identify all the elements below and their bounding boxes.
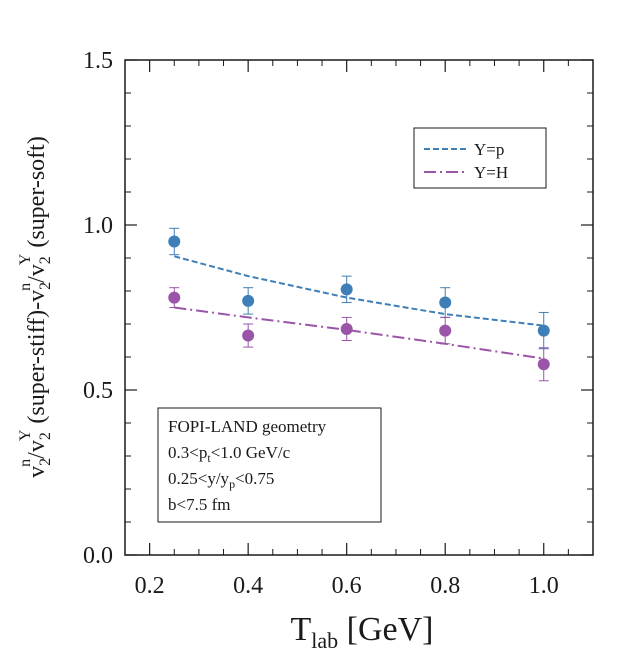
x-tick-label: 0.6 <box>332 573 362 599</box>
info-box-frame <box>157 407 382 523</box>
fit-line-series-1 <box>174 306 544 360</box>
y-tick-labels: 0.0 0.5 1.0 1.5 <box>83 48 113 569</box>
y-tick-label: 0.0 <box>83 543 113 569</box>
data-point-series-1 <box>340 322 353 335</box>
x-tick-labels: 0.2 0.4 0.6 0.8 1.0 <box>135 573 559 599</box>
data-point-series-0 <box>439 296 452 309</box>
info-line-rapidity: 0.25<y/yp<0.75 <box>168 469 274 491</box>
fit-line-series-0 <box>174 255 544 327</box>
axis-ticks <box>125 59 593 556</box>
legend: Y=p Y=H <box>413 127 547 189</box>
data-point-series-1 <box>242 329 255 342</box>
plot-frame <box>124 59 594 556</box>
info-line-geometry: FOPI-LAND geometry <box>168 417 327 436</box>
x-tick-label: 0.2 <box>135 573 165 599</box>
data-points <box>168 227 550 382</box>
legend-box <box>413 127 547 189</box>
data-point-series-0 <box>242 294 255 307</box>
legend-label-y-p: Y=p <box>474 140 504 159</box>
info-box: FOPI-LAND geometry 0.3<pt<1.0 GeV/c 0.25… <box>157 407 382 523</box>
data-point-series-1 <box>537 358 550 371</box>
data-point-series-0 <box>168 235 181 248</box>
fit-curves <box>174 255 544 360</box>
y-tick-label: 1.0 <box>83 213 113 239</box>
x-tick-label: 0.4 <box>233 573 263 599</box>
data-point-series-0 <box>537 324 550 337</box>
legend-label-y-h: Y=H <box>474 163 508 182</box>
data-point-series-1 <box>168 291 181 304</box>
y-tick-label: 0.5 <box>83 378 113 404</box>
x-tick-label: 1.0 <box>529 573 559 599</box>
x-tick-label: 0.8 <box>430 573 460 599</box>
info-line-impact: b<7.5 fm <box>168 495 230 514</box>
data-point-series-0 <box>340 283 353 296</box>
x-axis-title: Tlab [GeV] <box>290 611 433 653</box>
y-axis-title: v2n/v2Y (super-stiff)-v2n/v2Y (super-sof… <box>17 136 54 478</box>
info-line-pt: 0.3<pt<1.0 GeV/c <box>168 443 291 465</box>
y-tick-label: 1.5 <box>83 48 113 74</box>
data-point-series-1 <box>439 324 452 337</box>
